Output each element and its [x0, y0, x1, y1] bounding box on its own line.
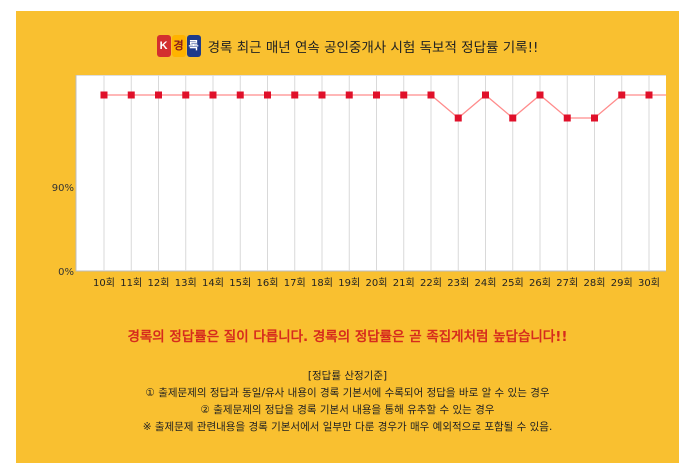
series-line [104, 94, 666, 119]
x-tick-label: 23회 [447, 277, 469, 289]
data-point [591, 114, 598, 122]
data-point [563, 114, 571, 122]
data-point [427, 91, 435, 99]
x-tick-label: 26회 [529, 277, 551, 289]
x-tick-label: 24회 [475, 277, 497, 289]
criteria-item: ※ 출제문제 관련내용을 경록 기본서에서 일부만 다룬 경우가 매우 예외적으… [142, 421, 553, 433]
data-point [400, 91, 408, 99]
y-tick-label: 90% [52, 183, 74, 194]
x-tick-label: 14회 [202, 277, 224, 289]
x-tick-label: 31회 [665, 277, 666, 289]
x-tick-label: 25회 [502, 277, 524, 289]
x-tick-label: 18회 [311, 277, 333, 289]
x-tick-label: 28회 [584, 277, 606, 289]
header: K 경 록 경록 최근 매년 연속 공인중개사 시험 독보적 정답률 기록!! [16, 33, 679, 59]
headline-text: 경록의 정답률은 질이 다릅니다. 경록의 정답률은 곧 족집게처럼 높답습니다… [127, 329, 568, 345]
criteria-item: ① 출제문제의 정답과 동일/유사 내용이 경록 기본서에 수록되어 정답을 바… [145, 387, 550, 399]
x-tick-label: 16회 [257, 277, 279, 289]
data-point [236, 91, 244, 99]
criteria-item: ② 출제문제의 정답을 경록 기본서 내용을 통해 유추할 수 있는 경우 [200, 404, 495, 416]
x-tick-label: 11회 [120, 277, 142, 289]
kyungrok-logo: K 경 록 [156, 35, 202, 57]
x-tick-label: 10회 [93, 277, 115, 289]
x-tick-label: 17회 [284, 277, 306, 289]
x-tick-label: 19회 [338, 277, 360, 289]
x-tick-label: 12회 [148, 277, 170, 289]
x-tick-label: 15회 [229, 277, 251, 289]
data-point [318, 91, 326, 99]
data-point [536, 91, 544, 99]
data-point [127, 91, 135, 99]
page-title: 경록 최근 매년 연속 공인중개사 시험 독보적 정답률 기록!! [207, 40, 539, 56]
x-tick-label: 13회 [175, 277, 197, 289]
plot-area [75, 75, 666, 272]
x-tick-label: 21회 [393, 277, 415, 289]
accuracy-line-chart: 90% 0% 10회 11회 12회 13회 14회 15회 16회 17회 18회 19회 20회 21… [52, 75, 666, 289]
y-tick-label: 0% [58, 267, 74, 278]
data-point [454, 114, 462, 122]
data-point [645, 91, 653, 99]
x-tick-label: 20회 [366, 277, 388, 289]
data-point [618, 91, 626, 99]
x-tick-label: 22회 [420, 277, 442, 289]
data-point [345, 91, 353, 99]
data-point [155, 91, 162, 99]
criteria-notes: [정답률 산정기준] ① 출제문제의 정답과 동일/유사 내용이 경록 기본서에… [16, 368, 679, 436]
data-point [264, 91, 271, 99]
logo-letter: 경 [171, 35, 186, 57]
logo-letter: 록 [186, 35, 201, 57]
data-point [209, 91, 217, 99]
criteria-heading: [정답률 산정기준] [307, 370, 388, 382]
data-point [373, 91, 380, 99]
logo-letter: K [156, 35, 171, 57]
data-point [509, 114, 517, 122]
x-tick-label: 27회 [556, 277, 578, 289]
x-tick-label: 30회 [638, 277, 660, 289]
data-point [100, 91, 108, 99]
data-point [182, 91, 190, 99]
data-point [482, 91, 489, 99]
content-panel: K 경 록 경록 최근 매년 연속 공인중개사 시험 독보적 정답률 기록!! … [16, 11, 679, 463]
data-point [291, 91, 299, 99]
x-tick-label: 29회 [611, 277, 633, 289]
